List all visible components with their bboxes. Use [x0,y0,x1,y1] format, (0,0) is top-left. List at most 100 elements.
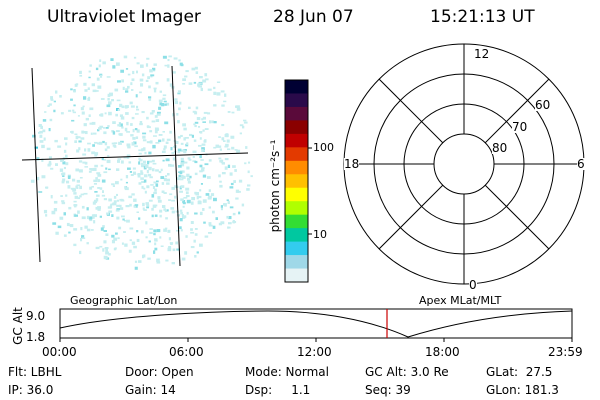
emission-speckle [185,191,189,195]
emission-speckle [231,146,235,150]
emission-speckle [97,85,102,89]
emission-speckle [121,79,124,83]
emission-speckle [165,158,170,162]
emission-speckle [162,97,166,100]
emission-speckle [162,138,165,142]
emission-speckle [243,119,247,122]
emission-speckle [141,230,144,234]
emission-speckle [163,145,167,149]
emission-speckle [140,83,144,87]
emission-speckle [72,109,75,112]
emission-speckle [233,180,236,183]
emission-speckle [97,179,101,183]
time-label: 15:21:13 UT [430,7,535,27]
mlt-label-12: 12 [474,47,490,61]
emission-speckle [236,149,241,153]
emission-speckle [199,189,202,192]
emission-speckle [119,123,123,127]
emission-speckle [159,209,163,213]
emission-speckle [105,248,108,252]
emission-speckle [76,186,79,189]
emission-speckle [77,197,81,200]
colorbar-swatch [285,174,308,189]
emission-speckle [143,254,146,258]
emission-speckle [111,234,115,238]
emission-speckle [154,238,158,242]
emission-speckle [151,194,155,198]
emission-speckle [134,266,138,270]
emission-speckle [138,149,141,152]
emission-speckle [201,147,205,150]
emission-speckle [99,245,103,248]
emission-speckle [187,157,191,160]
emission-speckle [155,183,159,187]
emission-speckle [159,102,163,106]
emission-speckle [97,142,100,145]
emission-speckle [92,216,95,219]
emission-speckle [174,185,178,188]
emission-speckle [71,188,75,191]
emission-speckle [119,207,124,210]
emission-speckle [80,137,85,140]
emission-speckle [153,181,157,184]
emission-speckle [127,167,131,170]
emission-speckle [224,158,229,161]
emission-speckle [209,120,212,124]
emission-speckle [156,229,161,233]
emission-speckle [202,116,206,120]
emission-speckle [195,106,199,110]
emission-speckle [141,73,145,77]
emission-speckle [124,243,128,247]
emission-speckle [120,160,124,164]
emission-speckle [45,186,49,189]
emission-speckle [221,104,225,107]
emission-speckle [104,148,108,152]
emission-speckle [80,238,83,242]
emission-speckle [89,107,94,111]
emission-speckle [189,133,193,137]
mlt-line [484,78,550,144]
emission-speckle [180,211,183,215]
emission-speckle [130,82,133,86]
emission-speckle [145,221,148,225]
emission-speckle [81,216,86,220]
emission-speckle [84,148,87,152]
emission-speckle [124,187,129,191]
emission-speckle [168,237,171,241]
altitude-timeline [59,308,573,342]
emission-speckle [62,178,66,182]
emission-speckle [60,159,64,162]
emission-speckle [238,211,241,215]
emission-speckle [85,117,89,121]
emission-speckle [79,195,82,198]
emission-speckle [158,139,162,143]
emission-speckle [130,134,134,137]
emission-speckle [60,195,63,197]
emission-speckle [192,160,196,162]
emission-speckle [146,57,150,60]
emission-speckle [152,69,156,72]
emission-speckle [153,135,157,137]
emission-speckle [154,214,158,217]
emission-speckle [123,231,126,233]
colorbar-frame [284,79,309,283]
emission-speckle [100,74,103,78]
emission-speckle [234,149,238,151]
emission-speckle [91,83,95,87]
emission-speckle [98,127,102,130]
emission-speckle [242,125,245,129]
emission-speckle [93,179,98,182]
emission-speckle [108,198,112,202]
emission-speckle [166,78,170,82]
emission-speckle [110,203,114,206]
emission-speckle [208,222,212,226]
emission-speckle [138,157,141,161]
emission-speckle [159,214,162,218]
emission-speckle [235,197,239,200]
emission-speckle [83,192,88,195]
emission-speckle [196,117,201,121]
emission-speckle [117,237,120,240]
colorbar-swatch [285,187,308,202]
emission-speckle [148,166,152,171]
emission-speckle [147,76,150,80]
